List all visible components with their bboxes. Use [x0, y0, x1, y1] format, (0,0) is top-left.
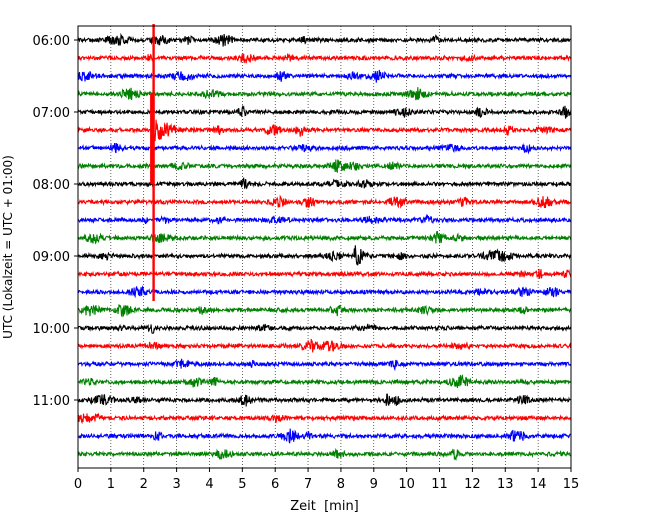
trace-13: [77, 268, 572, 279]
y-axis-label: UTC (Lokalzeit = UTC + 01:00): [1, 155, 15, 339]
x-tick-label-2: 2: [140, 477, 148, 492]
trace-4: [77, 104, 572, 119]
y-axis: 06:00 07:00 08:00 09:00 10:00 11:00: [33, 34, 78, 409]
y-tick-label: 10:00: [33, 322, 70, 337]
x-axis-label: Zeit [min]: [290, 499, 359, 514]
trace-group: [77, 32, 572, 461]
trace-20: [77, 393, 572, 407]
x-tick-label-1: 1: [107, 477, 115, 492]
trace-16: [77, 323, 572, 334]
trace-14: [77, 285, 572, 299]
x-tick-label-3: 3: [172, 477, 180, 492]
trace-12: [77, 245, 572, 266]
x-tick-label-12: 12: [464, 477, 481, 492]
trace-21: [77, 412, 572, 425]
trace-5: [77, 119, 572, 142]
trace-6: [77, 142, 572, 155]
trace-18: [77, 358, 572, 372]
x-tick-label-14: 14: [530, 477, 547, 492]
trace-7: [77, 159, 572, 174]
x-tick-label-9: 9: [370, 477, 378, 492]
y-tick-label: 07:00: [33, 106, 70, 121]
x-tick-label-8: 8: [337, 477, 345, 492]
x-tick-label-10: 10: [398, 477, 415, 492]
trace-2: [77, 69, 572, 83]
y-tick-label: 08:00: [33, 178, 70, 193]
trace-8: [77, 176, 572, 190]
x-tick-label-15: 15: [563, 477, 580, 492]
trace-19: [77, 374, 572, 388]
trace-0: [77, 32, 572, 47]
trace-9: [77, 194, 572, 209]
x-tick-label-13: 13: [497, 477, 514, 492]
y-tick-label: 11:00: [33, 394, 70, 409]
trace-11: [77, 231, 572, 245]
trace-1: [77, 53, 572, 64]
trace-3: [77, 87, 572, 101]
x-tick-label-11: 11: [431, 477, 448, 492]
x-axis: 0 1 2 3 4 5 6 7 8 9 10 11 12 13 14 15: [74, 468, 579, 492]
trace-23: [77, 447, 572, 461]
x-tick-label-4: 4: [205, 477, 213, 492]
y-tick-label: 09:00: [33, 250, 70, 265]
trace-10: [77, 214, 572, 225]
y-tick-label: 06:00: [33, 34, 70, 49]
trace-22: [77, 428, 572, 444]
event-spikes: [150, 24, 155, 301]
x-tick-label-7: 7: [304, 477, 312, 492]
x-tick-label-0: 0: [74, 477, 82, 492]
trace-17: [77, 338, 572, 353]
x-tick-label-6: 6: [271, 477, 279, 492]
plot-frame: [77, 25, 572, 469]
x-tick-label-5: 5: [238, 477, 246, 492]
trace-15: [77, 303, 572, 318]
